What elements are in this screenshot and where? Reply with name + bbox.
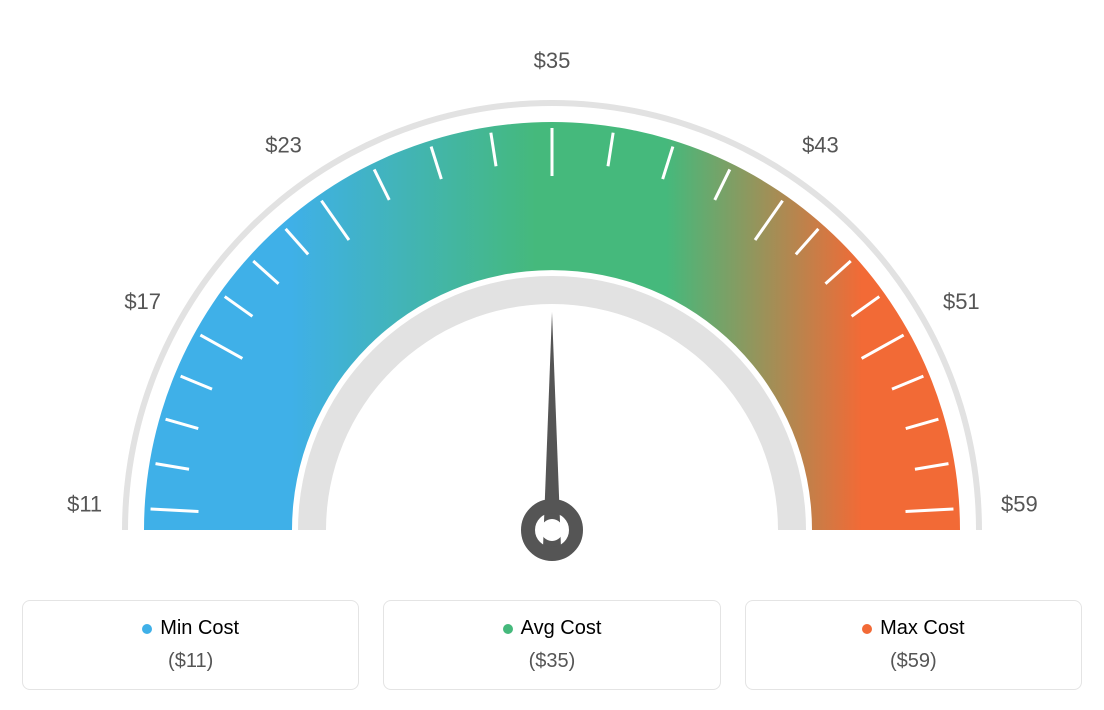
gauge-chart: $11 $17 $23 $35 $43 $51 $59 (22, 20, 1082, 580)
gauge-chart-wrapper: $11 $17 $23 $35 $43 $51 $59 Min Cost ($11) Avg… (20, 20, 1084, 690)
legend-value-avg: ($35) (529, 650, 576, 673)
svg-text:$59: $59 (1001, 491, 1038, 516)
svg-text:$23: $23 (265, 132, 302, 157)
legend-title-min: Min Cost (142, 617, 239, 640)
legend-row: Min Cost ($11) Avg Cost ($35) Max Cost (… (22, 600, 1082, 690)
svg-text:$43: $43 (802, 132, 839, 157)
legend-card-min: Min Cost ($11) (22, 600, 359, 690)
legend-label: Min Cost (160, 617, 239, 640)
svg-text:$51: $51 (943, 289, 980, 314)
svg-text:$35: $35 (534, 48, 571, 73)
svg-text:$11: $11 (67, 491, 102, 516)
legend-value-min: ($11) (168, 650, 213, 673)
svg-text:$17: $17 (124, 289, 161, 314)
legend-title-max: Max Cost (862, 617, 964, 640)
legend-label: Avg Cost (521, 617, 602, 640)
legend-label: Max Cost (880, 617, 964, 640)
legend-card-avg: Avg Cost ($35) (383, 600, 720, 690)
dot-icon (862, 624, 872, 634)
legend-card-max: Max Cost ($59) (745, 600, 1082, 690)
legend-title-avg: Avg Cost (503, 617, 602, 640)
legend-value-max: ($59) (890, 650, 937, 673)
dot-icon (142, 624, 152, 634)
dot-icon (503, 624, 513, 634)
